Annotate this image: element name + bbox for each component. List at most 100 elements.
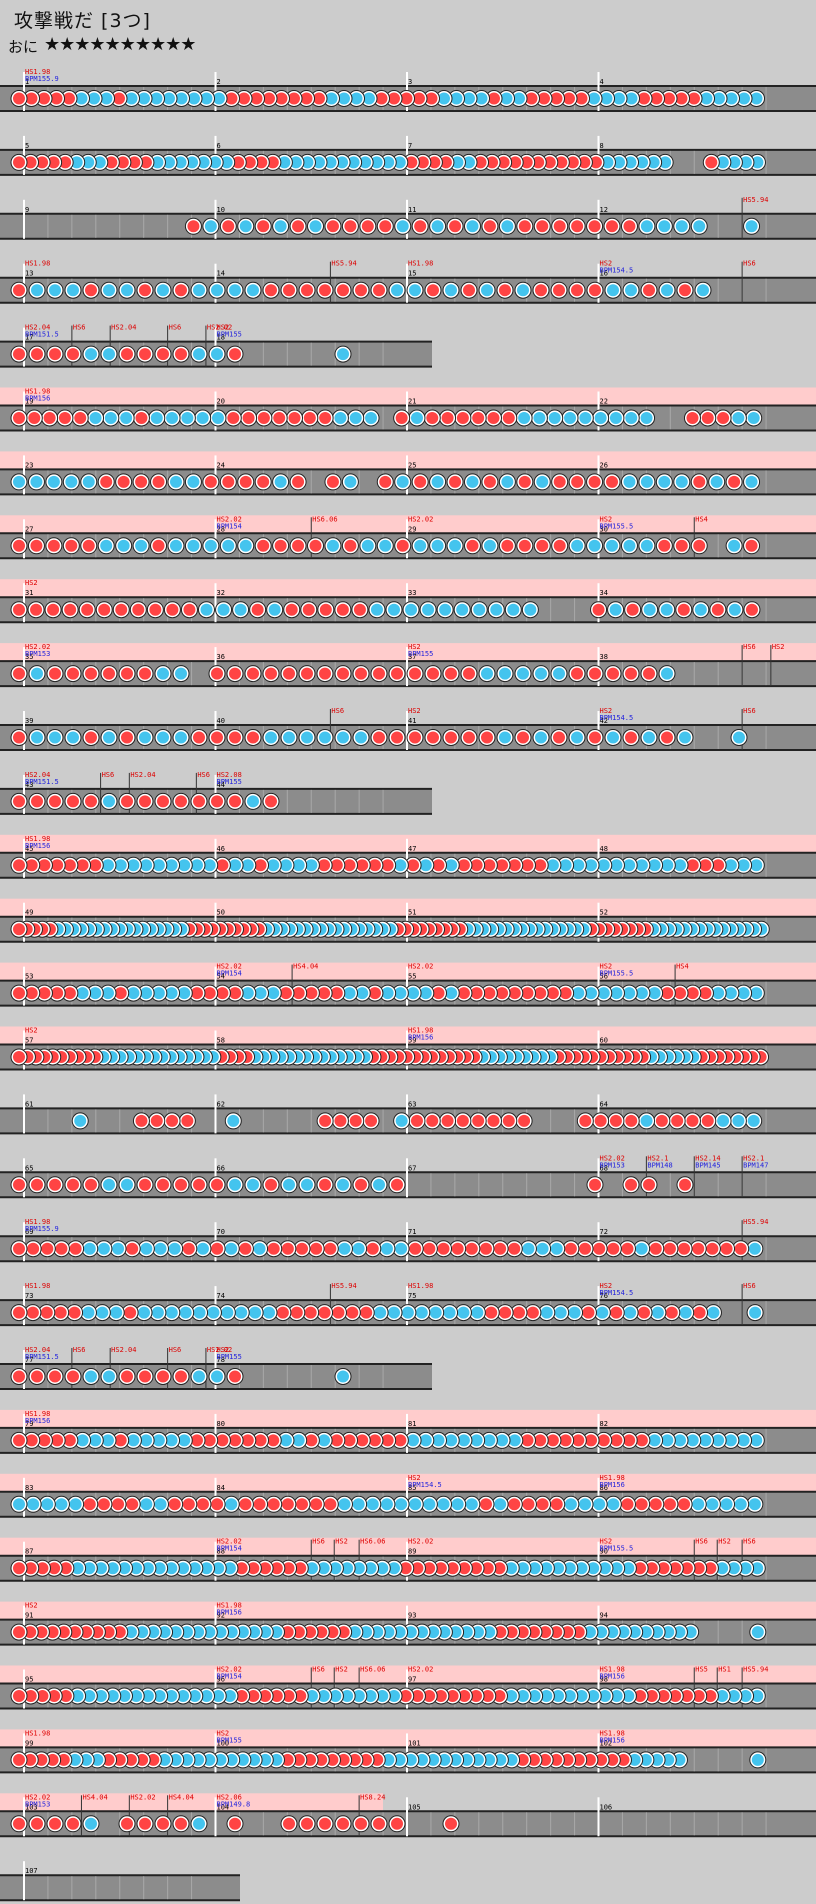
measure-number: 41 xyxy=(408,717,416,725)
scroll-speed-label: HS2.1 xyxy=(743,1154,764,1162)
don-note xyxy=(502,1114,515,1127)
don-note xyxy=(139,795,151,808)
bpm-label: BPM153 xyxy=(25,1800,50,1808)
don-note xyxy=(243,156,256,169)
ka-note xyxy=(640,475,653,488)
measure-number: 58 xyxy=(217,1037,225,1045)
don-note xyxy=(55,1242,68,1255)
scroll-speed-label: HS2.02 xyxy=(25,643,50,651)
ka-note xyxy=(737,859,750,872)
don-note xyxy=(625,667,637,680)
don-note xyxy=(712,859,725,872)
don-note xyxy=(13,987,25,1000)
ka-note xyxy=(329,1690,342,1702)
difficulty-stars: ★★★★★★★★★★ xyxy=(44,34,196,55)
don-note xyxy=(561,1753,574,1766)
ka-note xyxy=(609,603,622,616)
measure-number: 30 xyxy=(600,525,608,533)
ka-note xyxy=(522,1242,535,1255)
ka-note xyxy=(325,92,338,105)
don-note xyxy=(330,859,343,872)
ka-note xyxy=(229,284,241,297)
don-note xyxy=(265,1178,277,1191)
ka-note xyxy=(289,156,302,169)
measure-number: 51 xyxy=(408,909,416,917)
don-note xyxy=(373,731,385,744)
don-note xyxy=(157,1817,169,1830)
ka-note xyxy=(660,603,673,616)
ka-note xyxy=(747,1114,760,1127)
don-note xyxy=(674,987,687,1000)
ka-note xyxy=(606,539,619,552)
don-note xyxy=(589,284,601,297)
don-note xyxy=(319,412,332,424)
scroll-speed-label: HS2.02 xyxy=(600,1154,625,1162)
ka-note xyxy=(564,1498,577,1511)
measure-number: 57 xyxy=(25,1037,33,1045)
don-note xyxy=(693,475,706,488)
don-note xyxy=(550,1753,563,1766)
don-note xyxy=(121,1817,133,1830)
don-note xyxy=(623,1434,636,1447)
don-note xyxy=(373,667,385,680)
ka-note xyxy=(559,859,572,872)
ka-note xyxy=(89,1434,102,1447)
ka-note xyxy=(104,412,117,424)
don-note xyxy=(265,284,277,297)
ka-note xyxy=(165,859,178,872)
scroll-speed-label: HS2.02 xyxy=(217,515,242,523)
scroll-speed-label: HS2 xyxy=(217,324,230,332)
ka-note xyxy=(337,1370,349,1383)
ka-note xyxy=(267,859,280,872)
bpm-label: BPM151.5 xyxy=(25,1353,59,1361)
don-note xyxy=(247,731,259,744)
don-note xyxy=(693,539,706,552)
ka-note xyxy=(278,156,291,169)
ka-note xyxy=(177,1562,190,1575)
don-note xyxy=(686,412,699,424)
ka-note xyxy=(157,284,169,297)
don-note xyxy=(449,220,462,233)
measure-number: 32 xyxy=(217,589,225,597)
ka-note xyxy=(177,1690,190,1702)
don-note xyxy=(525,92,538,105)
don-note xyxy=(610,1306,623,1319)
measure-number: 98 xyxy=(600,1676,608,1684)
ka-note xyxy=(516,1562,529,1575)
ka-note xyxy=(481,284,493,297)
ka-note xyxy=(662,1626,675,1639)
bpm-label: BPM155 xyxy=(217,778,242,786)
ka-note xyxy=(165,987,178,1000)
don-note xyxy=(496,859,509,872)
don-note xyxy=(539,1626,552,1639)
don-note xyxy=(13,859,25,872)
don-note xyxy=(534,1434,547,1447)
don-note xyxy=(166,1114,179,1127)
don-note xyxy=(589,731,601,744)
ka-note xyxy=(211,284,223,297)
ka-note xyxy=(713,92,725,105)
don-note xyxy=(470,1562,483,1575)
ka-note xyxy=(693,220,706,233)
ka-note xyxy=(197,156,210,169)
don-note xyxy=(391,1178,403,1191)
don-note xyxy=(124,1753,137,1766)
scroll-speed-label: HS6 xyxy=(743,260,756,268)
measure-number: 35 xyxy=(25,653,33,661)
measure-number: 44 xyxy=(217,781,225,789)
ka-note xyxy=(106,1562,119,1575)
measure-number: 90 xyxy=(600,1548,608,1556)
don-note xyxy=(67,1370,79,1383)
don-note xyxy=(592,603,605,616)
ka-note xyxy=(49,284,61,297)
ka-note xyxy=(438,92,450,105)
don-note xyxy=(572,1626,585,1639)
ka-note xyxy=(217,603,230,616)
don-note xyxy=(121,731,133,744)
ka-note xyxy=(732,1114,745,1127)
don-note xyxy=(379,220,392,233)
ka-note xyxy=(135,539,148,552)
don-note xyxy=(481,1690,494,1702)
don-note xyxy=(38,987,51,1000)
ka-note xyxy=(636,156,649,169)
